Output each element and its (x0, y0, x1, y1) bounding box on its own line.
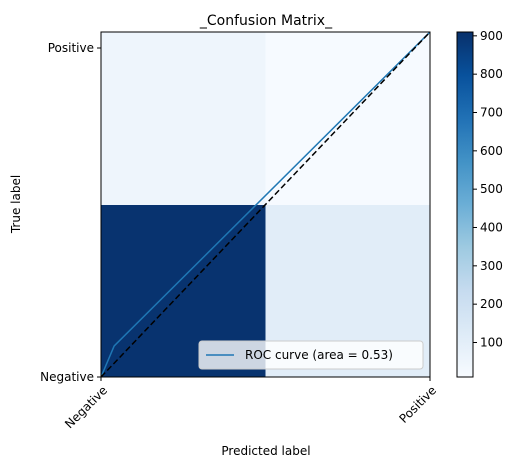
y-axis-label: True label (9, 175, 23, 234)
legend: ROC curve (area = 0.53) (198, 340, 424, 370)
colorbar: 100 200 300 400 500 600 700 800 900 (456, 29, 503, 378)
plot-frame (100, 31, 431, 378)
colorbar-tick-label: 400 (480, 221, 503, 235)
colorbar-tick-label: 500 (480, 182, 503, 196)
legend-box (198, 340, 424, 370)
x-axis-label: Predicted label (221, 444, 310, 458)
legend-label: ROC curve (area = 0.53) (245, 348, 393, 362)
y-tick-label: Positive (48, 41, 94, 55)
y-axis-ticks: Negative Positive (40, 41, 101, 384)
chart-title: _Confusion Matrix_ (199, 13, 333, 29)
chance-diagonal-line (100, 31, 431, 378)
colorbar-tick-label: 300 (480, 259, 503, 273)
x-tick-label: Negative (62, 383, 110, 431)
x-axis-ticks: Negative Positive (62, 377, 439, 431)
y-tick-label: Negative (40, 370, 94, 384)
roc-overlay (100, 31, 431, 378)
colorbar-tick-label: 100 (480, 336, 503, 350)
x-tick-label: Positive (397, 383, 440, 426)
heatmap-cell (101, 32, 266, 205)
colorbar-tick-label: 900 (480, 29, 503, 43)
roc-curve-line (100, 31, 431, 378)
colorbar-tick-label: 700 (480, 106, 503, 120)
colorbar-tick-label: 800 (480, 67, 503, 81)
colorbar-scale (456, 31, 474, 378)
colorbar-tick-label: 200 (480, 297, 503, 311)
colorbar-tick-label: 600 (480, 144, 503, 158)
